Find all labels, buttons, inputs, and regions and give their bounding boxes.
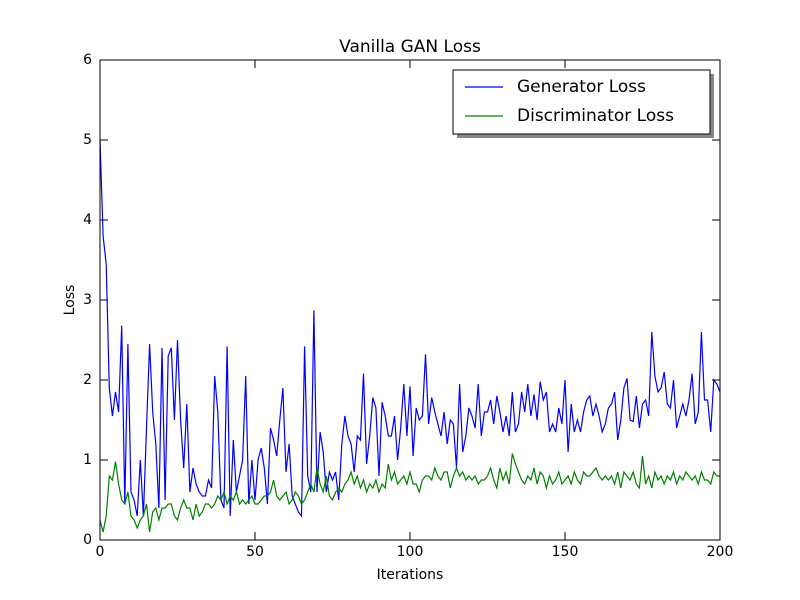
legend: Generator Loss Discriminator Loss (452, 69, 714, 138)
y-tick-label: 3 (83, 292, 92, 308)
legend-label: Discriminator Loss (517, 106, 674, 126)
x-axis-label: Iterations (377, 567, 444, 583)
y-tick-label: 4 (83, 212, 92, 228)
y-tick-label: 0 (83, 532, 92, 548)
y-tick-label: 6 (83, 52, 92, 68)
y-axis-label: Loss (62, 285, 78, 316)
x-tick-label: 200 (707, 544, 734, 560)
legend-label: Generator Loss (517, 77, 646, 97)
series-line (99, 453, 720, 533)
y-tick-label: 2 (83, 372, 92, 388)
chart-title: Vanilla GAN Loss (339, 37, 481, 57)
x-tick-label: 100 (397, 544, 424, 560)
x-tick-label: 50 (246, 544, 264, 560)
x-tick-label: 0 (96, 544, 105, 560)
series-line (99, 139, 721, 518)
legend-box (452, 69, 711, 135)
y-tick-label: 1 (83, 452, 92, 468)
y-tick-label: 5 (83, 132, 92, 148)
x-tick-label: 150 (552, 544, 579, 560)
